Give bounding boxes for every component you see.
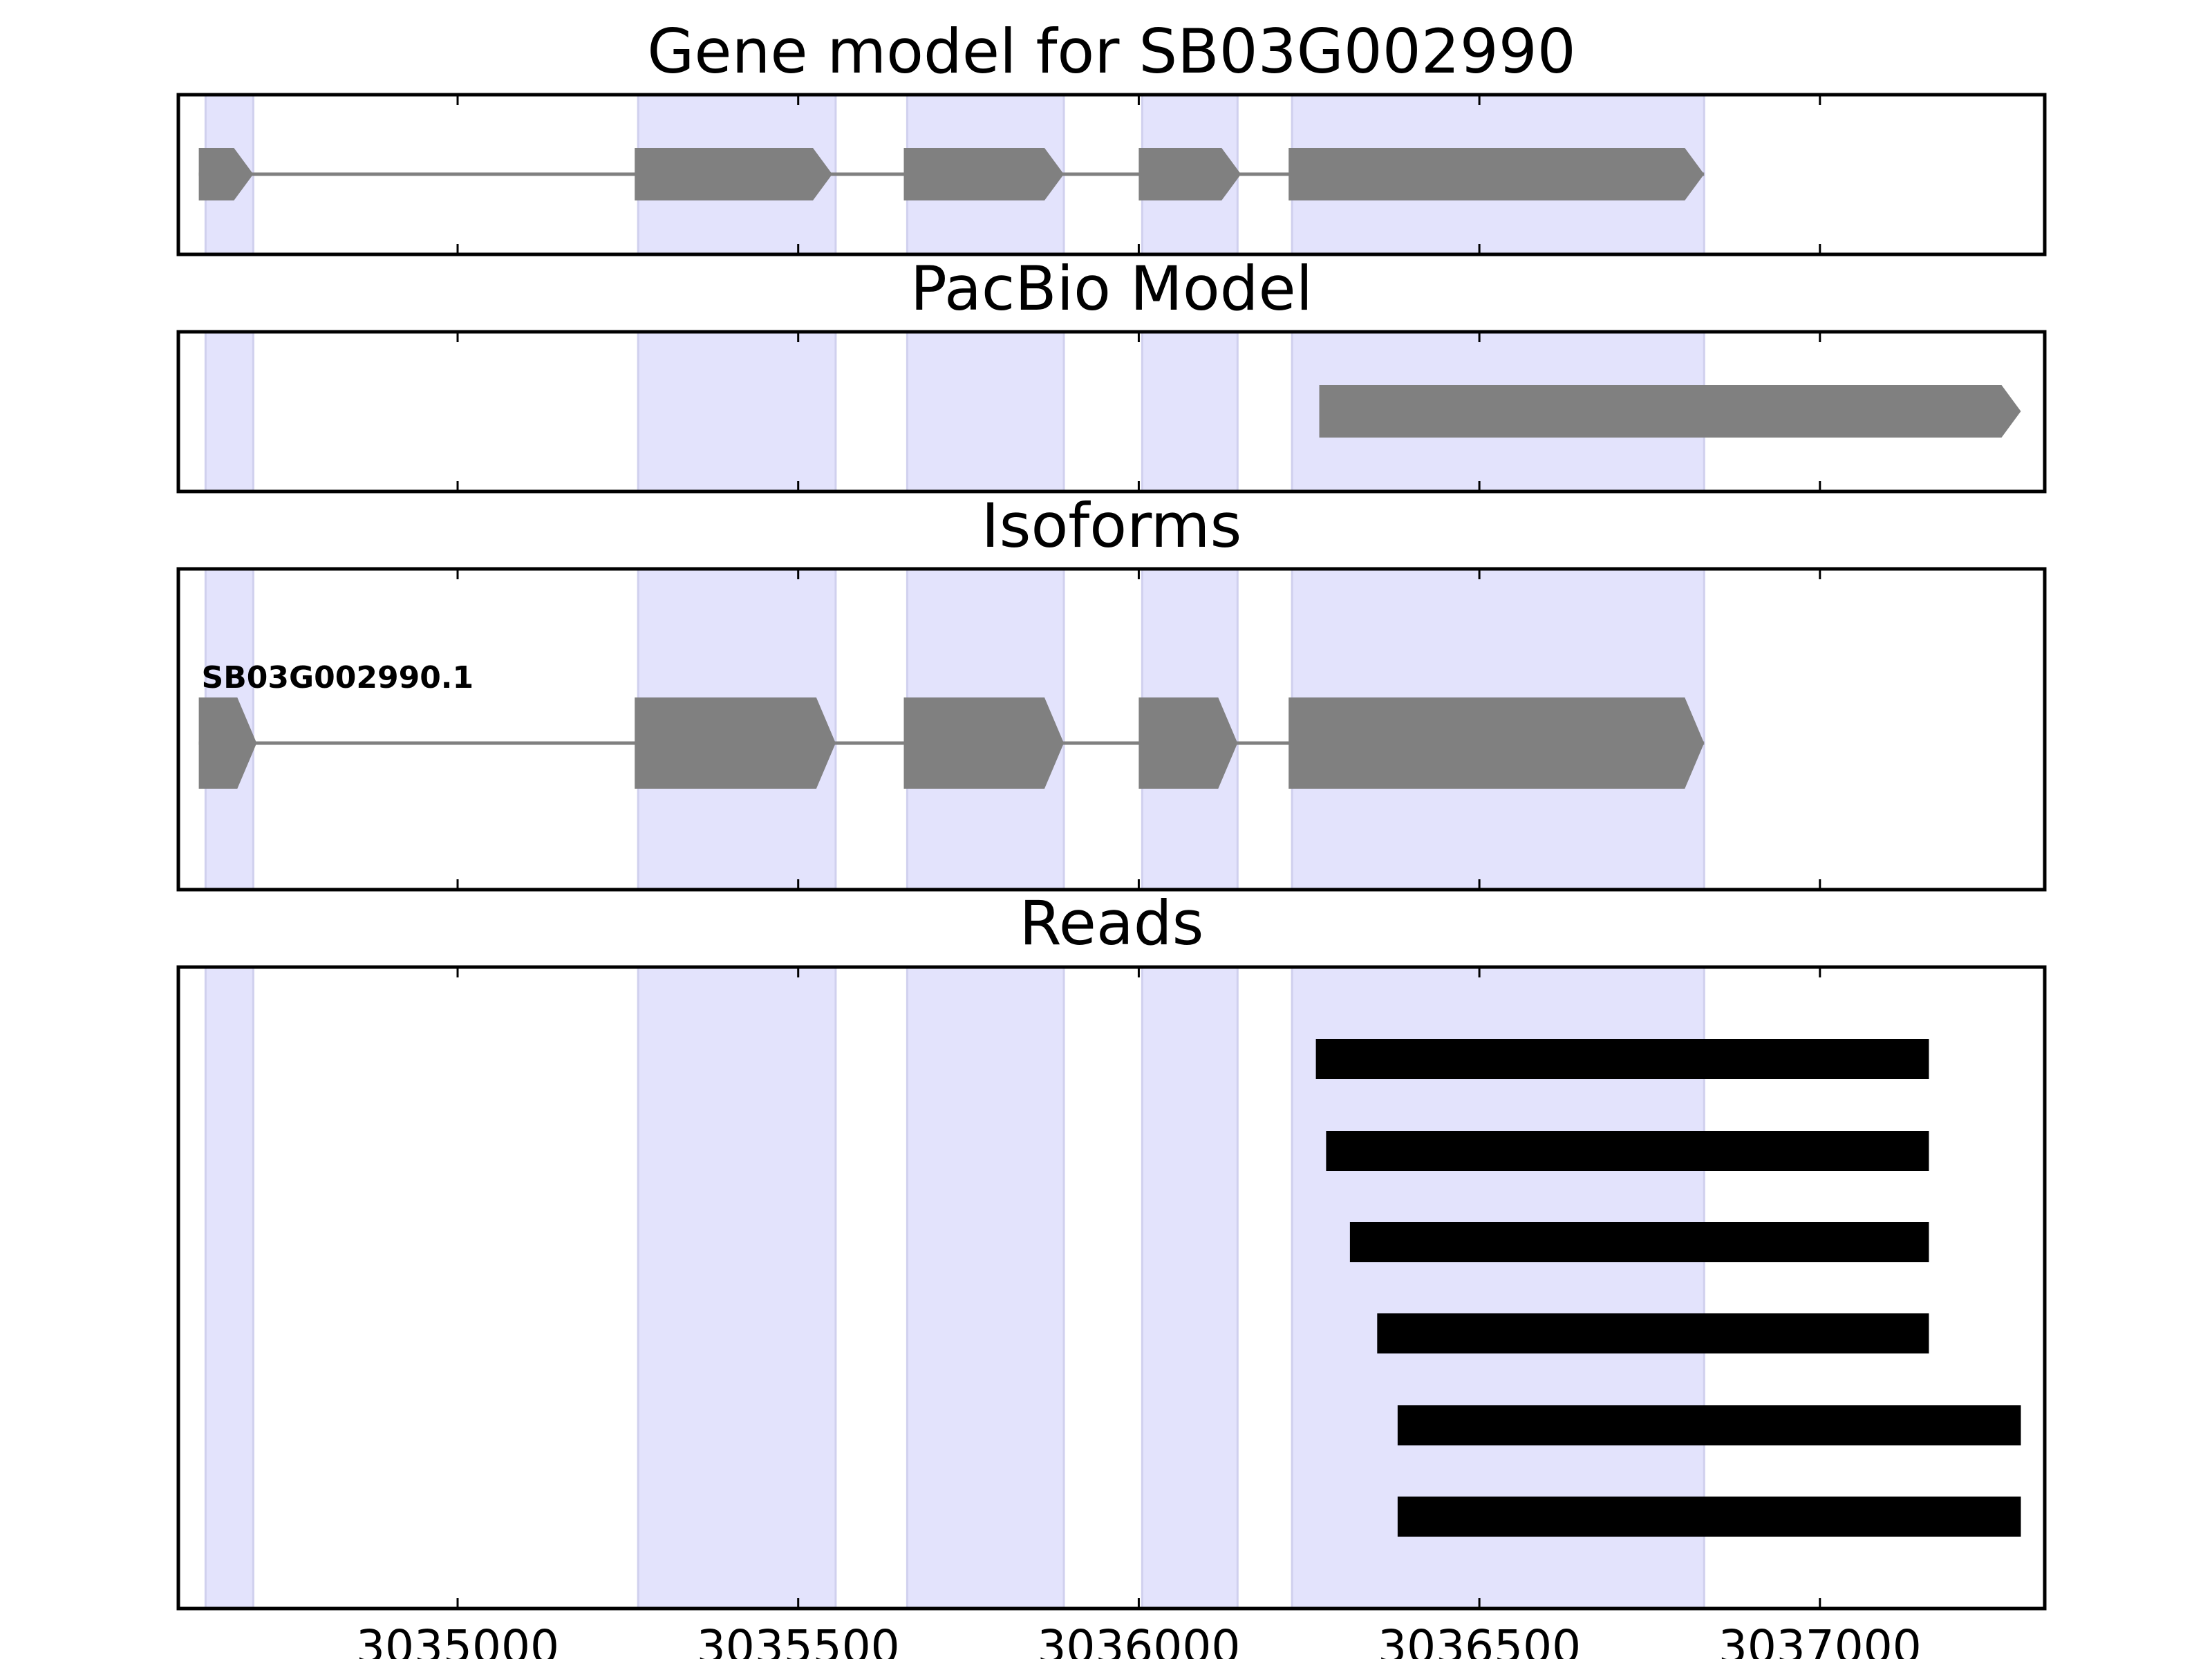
shaded-region [1141, 966, 1239, 1610]
exon-block [903, 697, 1064, 789]
panel-title-reads: Reads [1020, 888, 1204, 959]
axes-frame [176, 965, 2047, 1611]
x-tick-label: 3036000 [1037, 1620, 1240, 1659]
axes-frame [176, 93, 2047, 256]
shaded-region [204, 330, 254, 493]
shaded-region [637, 330, 837, 493]
read-bar [1326, 1131, 1929, 1171]
x-tick-label: 3037000 [1718, 1620, 1922, 1659]
x-tick-label: 3035500 [697, 1620, 900, 1659]
exon-block [1138, 697, 1238, 789]
exon-block [635, 697, 836, 789]
shaded-region [637, 966, 837, 1610]
shaded-region [906, 966, 1065, 1610]
exon-block [1138, 148, 1241, 200]
isoform-label: SB03G002990.1 [202, 660, 474, 695]
exon-block [1288, 697, 1705, 789]
shaded-region [906, 330, 1065, 493]
read-bar [1397, 1405, 2021, 1445]
axes-frame [176, 567, 2047, 892]
read-bar [1377, 1313, 1929, 1353]
exon-block [1319, 385, 2021, 438]
exon-block [1288, 148, 1705, 200]
read-bar [1349, 1222, 1929, 1262]
read-bar [1397, 1497, 2021, 1537]
panel-isoforms: Isoforms SB03G002990.1 [176, 490, 2047, 892]
shaded-region [204, 966, 254, 1610]
x-tick-label: 3035000 [356, 1620, 559, 1659]
exon-block [198, 697, 257, 789]
panel-title-pacbio-model: PacBio Model [910, 253, 1313, 324]
panel-reads: Reads 3035000 3035500 3036000 3036500 303700… [176, 888, 2047, 1659]
shaded-region [1141, 330, 1239, 493]
exon-block [635, 148, 832, 200]
panel-title-gene-model: Gene model for SB03G002990 [647, 16, 1576, 87]
panel-gene-model: Gene model for SB03G002990 [176, 16, 2047, 256]
panel-title-isoforms: Isoforms [982, 490, 1242, 561]
panel-pacbio-model: PacBio Model [176, 253, 2047, 494]
axes-frame [176, 330, 2047, 494]
x-tick-label: 3036500 [1378, 1620, 1581, 1659]
read-bar [1315, 1039, 1929, 1079]
exon-block [903, 148, 1064, 200]
exon-block [198, 148, 254, 200]
